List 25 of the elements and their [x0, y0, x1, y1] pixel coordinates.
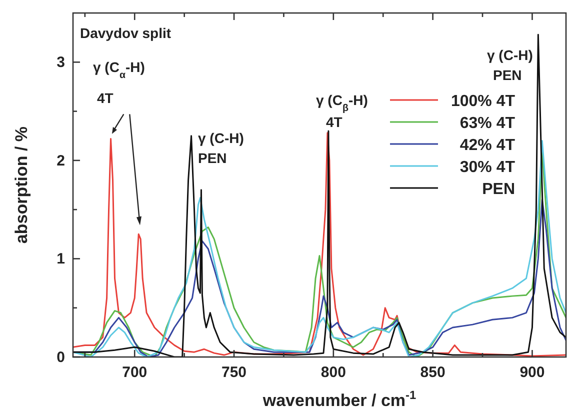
x-axis-title: wavenumber / cm$^{-1}$ — [262, 388, 417, 410]
x-tick-label: 750 — [222, 364, 247, 381]
y-tick-label: 3 — [56, 54, 65, 72]
legend-label: 100% 4T — [450, 93, 516, 110]
annotation: γ (C$_{β}$-H) — [316, 92, 368, 114]
annotation: γ (C-H) — [487, 47, 533, 63]
annotation: Davydov split — [80, 25, 172, 41]
annotation: γ (C$_{α}$-H) — [93, 59, 145, 80]
x-tick-label: 700 — [122, 364, 148, 381]
y-tick-label: 0 — [56, 349, 65, 366]
legend-label: 63% 4T — [460, 115, 516, 132]
annotation: PEN — [493, 67, 522, 83]
y-axis-title: absorption / % — [12, 126, 31, 244]
annotation: PEN — [198, 150, 227, 166]
annotation: 4T — [97, 90, 114, 106]
x-tick-label: 800 — [320, 364, 346, 381]
annotation: 4T — [326, 114, 343, 130]
y-tick-label: 1 — [56, 250, 65, 268]
y-tick-label: 2 — [56, 152, 65, 170]
series-label: PEN — [482, 181, 515, 198]
x-tick-label: 850 — [420, 364, 446, 381]
legend-label: 30% 4T — [460, 159, 516, 176]
legend-label: 42% 4T — [460, 137, 516, 154]
annotation: γ (C-H) — [198, 130, 244, 146]
x-tick-label: 900 — [520, 364, 545, 381]
